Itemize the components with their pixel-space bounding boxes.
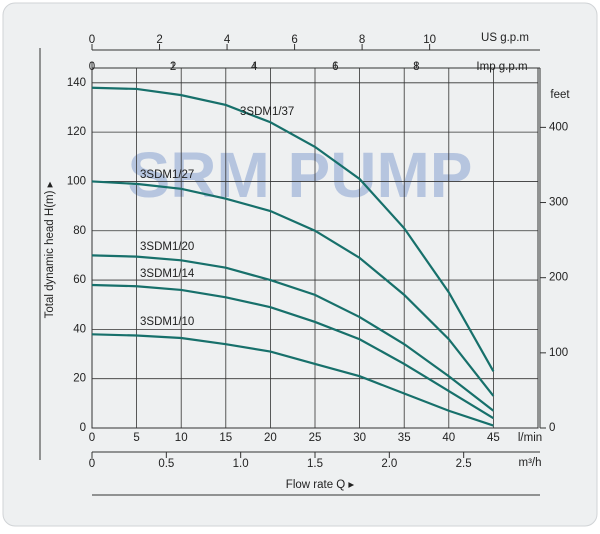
x-unit: l/min [518, 432, 542, 444]
x-tick-label: 20 [264, 432, 277, 444]
y-tick-label: 60 [73, 274, 86, 286]
extra-x-tick-label: 10 [423, 34, 436, 46]
x-tick-label: 40 [442, 432, 455, 444]
extra-x-tick-label: 0 [89, 34, 95, 46]
extra-x-tick-label: 8 [359, 34, 365, 46]
curve [91, 86, 495, 372]
y-tick-label: 80 [73, 225, 86, 237]
series-label: 3SDM1/37 [240, 106, 294, 118]
x-tick-label: 35 [398, 432, 411, 444]
x-tick-label: 45 [487, 432, 500, 444]
y2-tick-label: 400 [549, 121, 568, 133]
extra-x-tick-label: 6 [332, 61, 338, 73]
y-tick-label: 100 [67, 175, 86, 187]
watermark: SRM PUMP [128, 139, 473, 211]
series-label: 3SDM1/14 [140, 268, 195, 280]
curve [91, 254, 495, 412]
extra-x-unit: US g.p.m [481, 32, 529, 44]
x-tick-label: 0 [89, 432, 95, 444]
curve [91, 283, 494, 420]
extra-x-tick-label: 2 [170, 61, 176, 73]
y2-tick-label: 200 [549, 272, 568, 284]
y-tick-label: 0 [80, 422, 86, 434]
extra-x-unit: m³/h [519, 457, 542, 469]
y2-tick-label: 100 [549, 347, 568, 359]
y2-unit: feet [550, 89, 570, 101]
y-tick-label: 140 [67, 77, 86, 89]
extra-x-tick-label: 4 [224, 34, 231, 46]
y-tick-label: 120 [67, 126, 86, 138]
extra-x-tick-label: 0 [89, 61, 95, 73]
series-label: 3SDM1/20 [140, 241, 194, 253]
extra-x-tick-label: 1.0 [233, 458, 249, 470]
extra-x-tick-label: 2 [156, 34, 162, 46]
extra-x-tick-label: 1.5 [307, 458, 323, 470]
y-tick-label: 20 [73, 373, 86, 385]
y2-tick-label: 300 [549, 197, 568, 209]
series-label: 3SDM1/27 [140, 169, 194, 181]
extra-x-unit: Imp g.p.m [476, 61, 527, 73]
extra-x-tick-label: 2.5 [456, 458, 472, 470]
x-tick-label: 15 [219, 432, 232, 444]
extra-x-tick-label: 8 [413, 61, 419, 73]
curve [91, 180, 495, 397]
extra-x-tick-label: 4 [251, 61, 258, 73]
y-tick-label: 40 [73, 323, 86, 335]
x-tick-label: 30 [353, 432, 366, 444]
extra-x-tick-label: 6 [291, 34, 297, 46]
y2-tick-label: 0 [549, 422, 555, 434]
x-tick-label: 25 [309, 432, 322, 444]
extra-x-tick-label: 0.5 [158, 458, 174, 470]
x-tick-label: 10 [175, 432, 188, 444]
x-axis-label: Flow rate Q ▸ [286, 479, 355, 491]
series-label: 3SDM1/10 [140, 316, 194, 328]
extra-x-tick-label: 0 [89, 458, 95, 470]
y-axis-label: Total dynamic head H(m) ▸ [44, 181, 56, 318]
curve [91, 333, 494, 427]
x-tick-label: 5 [133, 432, 139, 444]
extra-x-tick-label: 2.0 [381, 458, 397, 470]
